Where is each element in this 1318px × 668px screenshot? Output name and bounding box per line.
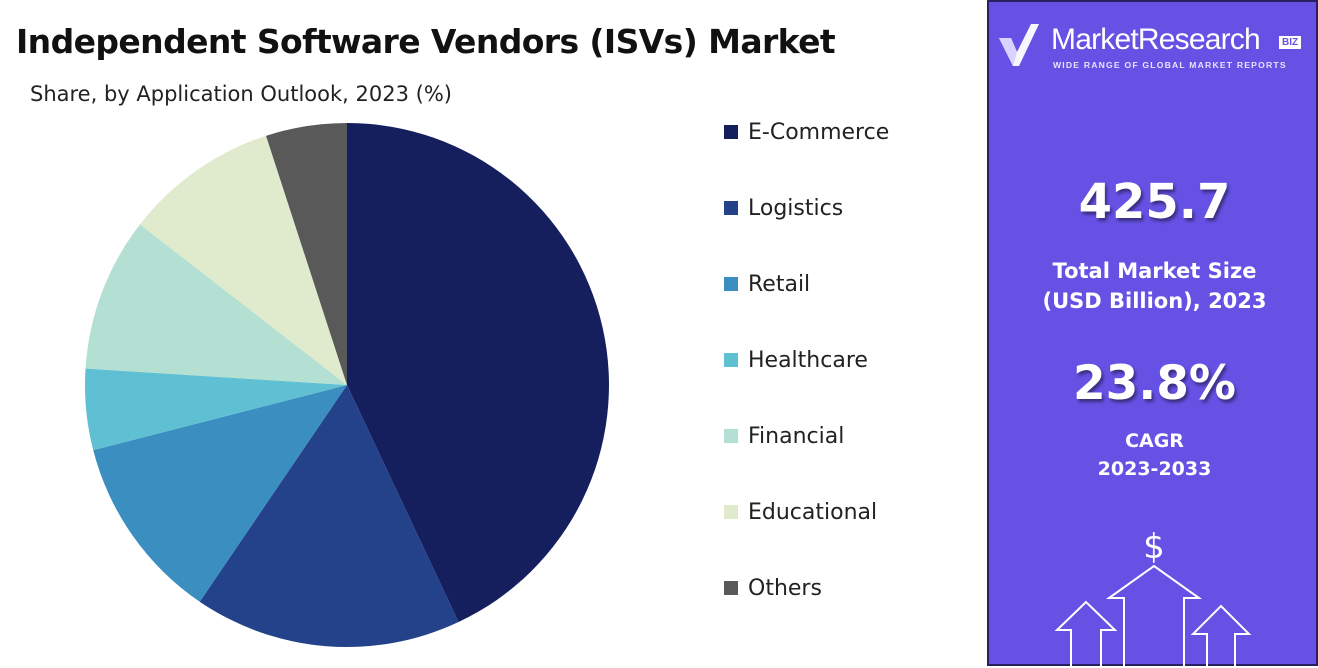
legend-swatch bbox=[724, 125, 738, 139]
pie-slice-logistics bbox=[199, 385, 459, 647]
cagr-value: 23.8% bbox=[1072, 356, 1237, 411]
legend-swatch bbox=[724, 277, 738, 291]
cagr-label: CAGR bbox=[1125, 430, 1184, 452]
legend-swatch bbox=[724, 353, 738, 367]
chart-panel: Independent Software Vendors (ISVs) Mark… bbox=[16, 22, 890, 647]
right-arrow-icon bbox=[1190, 604, 1252, 668]
legend-item-others: Others bbox=[724, 572, 822, 604]
brand-logo: MarketResearch BIZ WIDE RANGE OF GLOBAL … bbox=[997, 18, 1317, 78]
dollar-sign-icon: $ bbox=[1143, 527, 1165, 567]
legend-swatch bbox=[724, 505, 738, 519]
stats-panel: MarketResearch BIZ WIDE RANGE OF GLOBAL … bbox=[987, 0, 1318, 668]
legend-label: Financial bbox=[748, 423, 845, 449]
legend-swatch bbox=[724, 429, 738, 443]
legend-label: Logistics bbox=[748, 195, 844, 221]
legend-item-educational: Educational bbox=[724, 496, 877, 528]
left-arrow-icon bbox=[1054, 600, 1118, 668]
brand-badge: BIZ bbox=[1279, 36, 1302, 49]
legend-item-e-commerce: E-Commerce bbox=[724, 116, 889, 148]
pie-slice-healthcare bbox=[85, 368, 347, 451]
brand-name: MarketResearch bbox=[1051, 23, 1261, 56]
legend-swatch bbox=[724, 201, 738, 215]
chart-subtitle: Share, by Application Outlook, 2023 (%) bbox=[30, 82, 452, 106]
pie-slice-retail bbox=[93, 385, 347, 602]
pie-slice-others bbox=[266, 123, 347, 385]
legend-item-healthcare: Healthcare bbox=[724, 344, 868, 376]
legend-item-retail: Retail bbox=[724, 268, 810, 300]
legend-label: Others bbox=[748, 575, 822, 601]
cagr-period-label: 2023-2033 bbox=[1097, 458, 1212, 480]
legend-label: Retail bbox=[748, 271, 811, 297]
legend-item-financial: Financial bbox=[724, 420, 844, 452]
legend-label: Educational bbox=[748, 499, 878, 525]
growth-arrows-icon: $ bbox=[1054, 527, 1252, 668]
brand-tagline: WIDE RANGE OF GLOBAL MARKET REPORTS bbox=[1053, 60, 1287, 70]
pie-slice-e-commerce bbox=[347, 123, 609, 623]
center-arrow-icon bbox=[1105, 564, 1203, 668]
pie-chart bbox=[85, 123, 609, 647]
pie-slice-financial bbox=[85, 224, 347, 385]
market-size-label: Total Market Size bbox=[1052, 259, 1257, 283]
market-size-value: 425.7 bbox=[1078, 174, 1231, 230]
chart-title: Independent Software Vendors (ISVs) Mark… bbox=[16, 22, 836, 61]
legend-label: Healthcare bbox=[748, 347, 868, 373]
legend-item-logistics: Logistics bbox=[724, 192, 843, 224]
pie-slice-educational bbox=[139, 135, 347, 385]
checkmark-logo-icon bbox=[999, 24, 1039, 66]
legend-swatch bbox=[724, 581, 738, 595]
legend-label: E-Commerce bbox=[748, 119, 890, 145]
market-size-unit-label: (USD Billion), 2023 bbox=[1042, 289, 1267, 313]
